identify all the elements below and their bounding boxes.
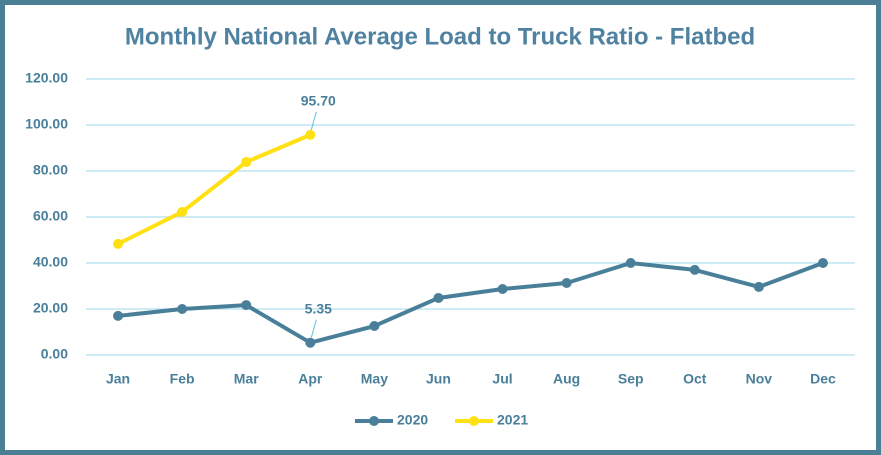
x-tick-label: Mar [234,371,259,387]
x-tick-label: Dec [810,371,836,387]
y-tick-label: 20.00 [33,300,68,316]
data-point [561,278,572,289]
series-line [117,133,312,246]
data-label: 95.70 [301,93,336,109]
y-tick-label: 60.00 [33,208,68,224]
data-point [625,258,636,268]
data-point [113,238,124,249]
x-tick-label: Jun [426,371,451,387]
x-tick-label: May [361,371,388,387]
data-point [753,281,764,292]
legend-marker [469,416,479,426]
data-point [241,300,252,311]
data-point [689,264,700,275]
data-point [497,283,508,294]
data-label: 5.35 [305,300,332,316]
y-tick-label: 100.00 [25,116,68,132]
data-point [113,310,124,321]
x-tick-label: Apr [298,371,323,387]
x-tick-label: Nov [746,371,773,387]
legend-marker [369,416,379,426]
x-tick-label: Feb [170,371,195,387]
x-tick-label: Sep [618,371,644,387]
data-point [305,129,316,140]
y-tick-label: 40.00 [33,254,68,270]
label-leader [310,319,317,338]
y-tick-label: 80.00 [33,162,68,178]
data-point [241,157,252,168]
x-tick-label: Jan [106,371,130,387]
x-tick-label: Jul [492,371,512,387]
data-point [817,258,828,268]
data-point [369,321,380,332]
y-tick-label: 0.00 [41,346,68,362]
data-point [433,292,444,303]
data-point [177,206,188,217]
x-tick-label: Oct [683,371,707,387]
data-point [177,304,188,314]
label-leader [310,111,317,131]
data-point [305,337,316,348]
series-line [117,261,824,345]
legend-label: 2020 [397,412,428,428]
y-tick-label: 120.00 [25,70,68,86]
x-tick-label: Aug [553,371,580,387]
legend-label: 2021 [497,412,528,428]
chart-title: Monthly National Average Load to Truck R… [125,23,755,50]
